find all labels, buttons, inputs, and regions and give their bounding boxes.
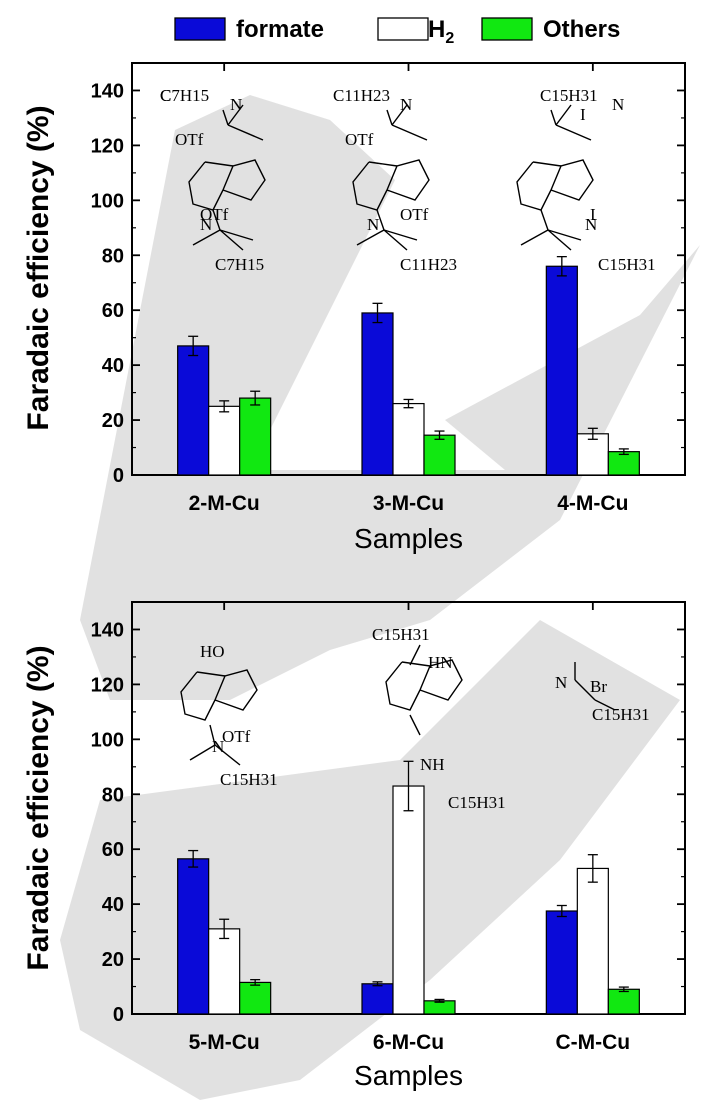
svg-text:OTf: OTf [200,205,229,224]
y-tick-label: 40 [102,894,124,916]
y-tick-label: 0 [113,465,124,487]
bar-h2 [392,402,425,476]
svg-text:C15H31: C15H31 [592,705,650,724]
x-tick-label: 2-M-Cu [189,492,260,515]
x-axis-title: Samples [354,1060,463,1091]
svg-text:C15H31: C15H31 [372,625,430,644]
svg-text:HN: HN [428,653,453,672]
legend-swatch-h2 [377,17,429,41]
svg-text:N: N [200,215,212,234]
y-tick-label: 80 [102,245,124,267]
x-tick-label: C-M-Cu [556,1031,631,1054]
svg-text:C11H23: C11H23 [400,255,457,274]
bar-formate [545,910,578,1015]
bar-others [607,451,640,476]
y-tick-label: 120 [91,135,124,157]
bar-formate [361,312,394,476]
x-axis-title: Samples [354,523,463,554]
svg-text:I: I [580,105,586,124]
legend-swatch-formate [174,17,226,41]
chemical-structures: CC7H15OTfOTfC7H15C11H23OTfOTfC11H23C15H3… [160,86,656,812]
svg-text:NH: NH [420,755,445,774]
bar-others [239,397,272,476]
legend-label-h2: H2 [428,16,454,47]
x-tick-label: 3-M-Cu [373,492,444,515]
svg-text:I: I [590,205,596,224]
bar-others [423,434,456,476]
svg-text:N: N [612,95,624,114]
y-tick-label: 120 [91,674,124,696]
y-tick-label: 0 [113,1004,124,1026]
svg-text:OTf: OTf [222,727,251,746]
svg-text:OTf: OTf [175,130,204,149]
svg-text:C15H31: C15H31 [448,793,506,812]
bar-formate [177,345,210,476]
svg-text:C15H31: C15H31 [598,255,656,274]
bar-formate [361,983,394,1015]
svg-text:N: N [230,95,242,114]
bar-formate [177,858,210,1015]
svg-text:C7H15: C7H15 [215,255,264,274]
bar-h2 [208,928,241,1015]
y-tick-label: 100 [91,729,124,751]
svg-text:C7H15: C7H15 [160,86,209,105]
legend-label-others: Others [543,16,620,43]
svg-text:N: N [555,673,567,692]
svg-text:OTf: OTf [345,130,374,149]
y-tick-label: 140 [91,80,124,102]
svg-text:N: N [400,95,412,114]
legend: formate H2 Others [174,16,620,47]
bar-others [607,988,640,1015]
svg-text:C11H23: C11H23 [333,86,390,105]
y-axis-title: Faradaic efficiency (%) [22,105,55,430]
svg-text:N: N [367,215,379,234]
svg-text:HO: HO [200,642,225,661]
x-tick-label: 6-M-Cu [373,1031,444,1054]
bar-h2 [576,433,609,476]
legend-swatch-others [481,17,533,41]
bar-h2 [392,785,425,1015]
y-tick-label: 60 [102,300,124,322]
chart-panel-bottom: 0 20 40 60 80 100 120 140 5-M-Cu 6-M-Cu C-M-Cu Samp… [22,601,686,1091]
y-tick-label: 140 [91,619,124,641]
legend-label-formate: formate [236,16,324,43]
bar-h2 [208,405,241,476]
y-tick-label: 20 [102,949,124,971]
svg-text:OTf: OTf [400,205,429,224]
x-tick-label: 5-M-Cu [189,1031,260,1054]
bar-formate [545,265,578,476]
svg-text:C15H31: C15H31 [220,770,278,789]
chart-panel-top: 0 20 40 60 80 100 120 140 2-M-Cu 3-M-Cu 4-M-Cu Samp… [22,62,686,554]
svg-text:Br: Br [590,677,607,696]
svg-text:C: C [160,86,171,105]
svg-text:N: N [585,215,597,234]
y-tick-label: 60 [102,839,124,861]
y-tick-label: 40 [102,355,124,377]
x-tick-label: 4-M-Cu [557,492,628,515]
y-tick-label: 100 [91,190,124,212]
y-tick-label: 80 [102,784,124,806]
bar-h2 [576,867,609,1015]
svg-text:C15H31: C15H31 [540,86,598,105]
svg-text:N: N [212,737,224,756]
bar-others [239,981,272,1015]
y-tick-label: 20 [102,410,124,432]
y-axis-title: Faradaic efficiency (%) [22,645,55,970]
